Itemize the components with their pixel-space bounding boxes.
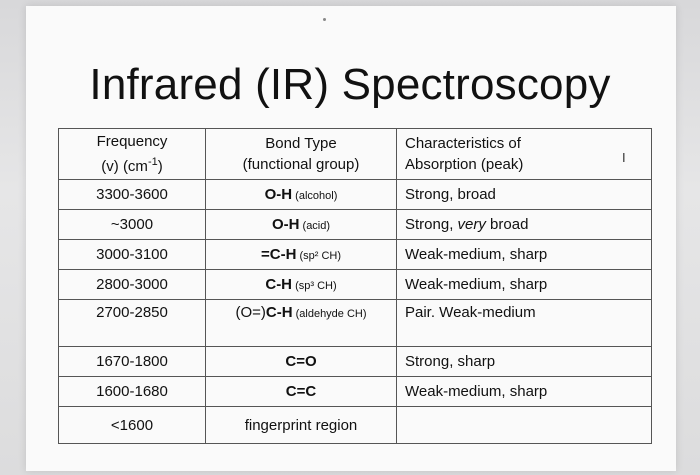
header-frequency-close: ) bbox=[157, 158, 163, 175]
bond-main: O-H bbox=[271, 216, 300, 233]
page-title: Infrared (IR) Spectroscopy bbox=[89, 60, 611, 109]
bond-cell: O-H (acid) bbox=[205, 209, 397, 240]
bond-main: =C-H bbox=[260, 246, 297, 263]
table-row: 1600-1680 C=C Weak-medium, sharp bbox=[58, 376, 652, 407]
header-frequency-line2: (v) (cm bbox=[101, 158, 148, 175]
char-cell: Strong, broad bbox=[396, 179, 652, 210]
dust-speck bbox=[323, 18, 326, 21]
char-text: broad bbox=[485, 216, 529, 233]
header-char-line1: Characteristics of bbox=[405, 135, 521, 152]
char-cell: Strong, sharp bbox=[396, 346, 652, 377]
bond-main: C-H bbox=[265, 276, 293, 293]
header-frequency: Frequency (v) (cm-1) bbox=[58, 128, 206, 180]
header-bond-line2: (functional group) bbox=[242, 156, 360, 173]
bond-note: (alcohol) bbox=[292, 190, 338, 202]
char-cell: Strong, very broad bbox=[396, 209, 652, 240]
table-row: 3000-3100 =C-H (sp² CH) Weak-medium, sha… bbox=[58, 239, 652, 270]
bond-note: (acid) bbox=[299, 220, 331, 232]
freq-cell: 3300-3600 bbox=[58, 179, 206, 210]
table-row: 2700-2850 (O=)C-H (aldehyde CH) Pair. We… bbox=[58, 299, 652, 347]
bond-note: (sp² CH) bbox=[296, 250, 342, 262]
bond-cell: O-H (alcohol) bbox=[205, 179, 397, 210]
bond-prefix: (O=) bbox=[235, 304, 266, 321]
char-cell bbox=[396, 406, 652, 444]
ir-table: Frequency (v) (cm-1) Bond Type (function… bbox=[58, 128, 652, 444]
char-emphasis: very bbox=[457, 216, 486, 233]
bond-cell: fingerprint region bbox=[205, 406, 397, 444]
freq-cell: ~3000 bbox=[58, 209, 206, 240]
bond-main: C-H bbox=[265, 304, 293, 321]
header-frequency-sup: -1 bbox=[147, 156, 158, 168]
char-cell: Weak-medium, sharp bbox=[396, 269, 652, 300]
bond-note: (aldehyde CH) bbox=[292, 308, 367, 320]
char-cell: Weak-medium, sharp bbox=[396, 239, 652, 270]
table-row: 1670-1800 C=O Strong, sharp bbox=[58, 346, 652, 377]
table-row: 3300-3600 O-H (alcohol) Strong, broad bbox=[58, 179, 652, 210]
freq-cell: 2800-3000 bbox=[58, 269, 206, 300]
bond-cell: C=C bbox=[205, 376, 397, 407]
header-frequency-line1: Frequency bbox=[96, 133, 168, 150]
freq-cell: 1600-1680 bbox=[58, 376, 206, 407]
bond-cell: C=O bbox=[205, 346, 397, 377]
char-cell: Pair. Weak-medium bbox=[396, 299, 652, 347]
table-row: <1600 fingerprint region bbox=[58, 406, 652, 444]
bond-main: O-H bbox=[264, 186, 293, 203]
header-char-line2: Absorption (peak) bbox=[405, 156, 524, 173]
header-bond-type: Bond Type (functional group) bbox=[205, 128, 397, 180]
table-header-row: Frequency (v) (cm-1) Bond Type (function… bbox=[58, 128, 652, 180]
header-bond-line1: Bond Type bbox=[265, 135, 337, 152]
bond-cell: C-H (sp³ CH) bbox=[205, 269, 397, 300]
freq-cell: 2700-2850 bbox=[58, 299, 206, 347]
char-cell: Weak-medium, sharp bbox=[396, 376, 652, 407]
char-text: Strong, bbox=[405, 216, 458, 233]
freq-cell: 3000-3100 bbox=[58, 239, 206, 270]
freq-cell: <1600 bbox=[58, 406, 206, 444]
table-row: ~3000 O-H (acid) Strong, very broad bbox=[58, 209, 652, 240]
header-characteristics: Characteristics of Absorption (peak) bbox=[396, 128, 652, 180]
text-cursor-icon: I bbox=[622, 150, 626, 165]
bond-cell: =C-H (sp² CH) bbox=[205, 239, 397, 270]
table-row: 2800-3000 C-H (sp³ CH) Weak-medium, shar… bbox=[58, 269, 652, 300]
bond-cell: (O=)C-H (aldehyde CH) bbox=[205, 299, 397, 347]
freq-cell: 1670-1800 bbox=[58, 346, 206, 377]
bond-note: (sp³ CH) bbox=[292, 280, 337, 292]
